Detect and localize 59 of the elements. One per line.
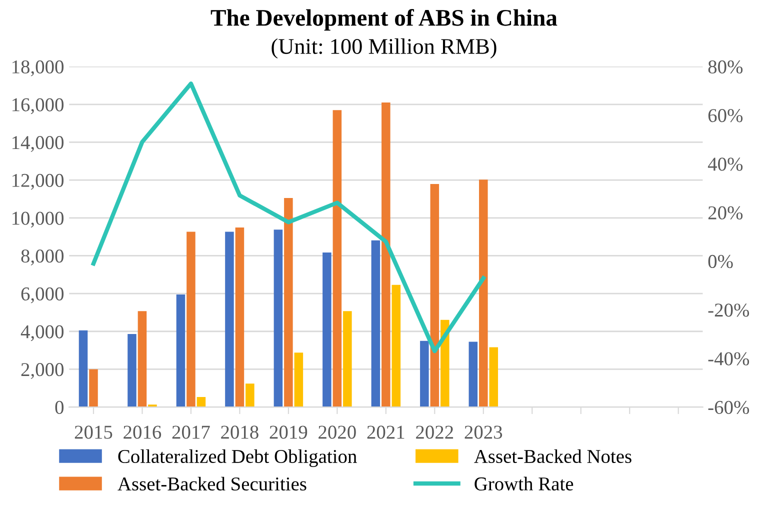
x-tick-label: 2019	[270, 426, 308, 439]
bar	[430, 184, 440, 408]
y-tick-label: 0	[55, 400, 64, 414]
y2-tick-label: 80%	[708, 60, 743, 74]
bar	[332, 110, 342, 408]
x-tick-label: 2022	[416, 426, 454, 439]
y-tick-label: 2,000	[21, 363, 64, 379]
y-tick-label: 18,000	[12, 60, 64, 76]
legend-label: Growth Rate	[474, 476, 574, 490]
x-tick-label: 2021	[367, 426, 404, 439]
bar	[128, 334, 136, 408]
bar	[284, 198, 293, 408]
line-series	[91, 82, 486, 354]
x-tick-label: 2017	[172, 426, 210, 439]
x-tick-label: 2016	[124, 426, 162, 439]
bar	[294, 352, 304, 408]
x-tick-label: 2015	[74, 426, 112, 439]
chart-title: The Development of ABS in China	[210, 8, 558, 31]
legend-label: Asset-Backed Notes	[474, 449, 632, 464]
bar	[479, 180, 488, 408]
y-tick-label: 6,000	[21, 287, 64, 304]
bar	[489, 347, 498, 408]
bar	[274, 230, 283, 408]
y2-tick-label: 0%	[708, 254, 733, 268]
bar	[440, 320, 450, 408]
legend-label: Collateralized Debt Obligation	[118, 449, 357, 468]
y2-tick-label: -40%	[708, 352, 750, 366]
bar	[89, 369, 98, 408]
bar	[343, 311, 352, 408]
x-tick-label: 2023	[464, 426, 502, 439]
bar	[186, 232, 196, 408]
legend-label: Asset-Backed Securities	[118, 476, 306, 491]
y-tick-label: 4,000	[20, 325, 64, 342]
x-tick-label: 2018	[221, 426, 258, 439]
y2-tick-label: -60%	[708, 400, 750, 414]
y2-tick-label: 40%	[708, 158, 743, 171]
y-tick-label: 8,000	[21, 250, 64, 266]
bar	[235, 228, 244, 408]
y-tick-label: 16,000	[12, 98, 64, 114]
y-tick-label: 14,000	[12, 136, 64, 152]
bar	[246, 384, 254, 408]
bar	[468, 342, 478, 408]
y2-tick-label: 20%	[708, 206, 743, 220]
bar	[371, 240, 380, 408]
bar	[392, 284, 401, 408]
bar	[138, 311, 147, 408]
bar	[322, 252, 332, 408]
bar	[420, 340, 429, 408]
bar	[78, 330, 88, 408]
bar	[225, 232, 234, 408]
bar	[382, 102, 390, 408]
y2-tick-label: -20%	[708, 304, 750, 317]
x-tick-label: 2020	[318, 426, 356, 439]
y2-tick-label: 60%	[708, 109, 743, 122]
bar	[196, 397, 206, 408]
bar	[176, 294, 186, 408]
chart-subtitle: (Unit: 100 Million RMB)	[272, 38, 496, 58]
y-tick-label: 10,000	[12, 212, 64, 228]
y-tick-label: 12,000	[12, 174, 64, 190]
